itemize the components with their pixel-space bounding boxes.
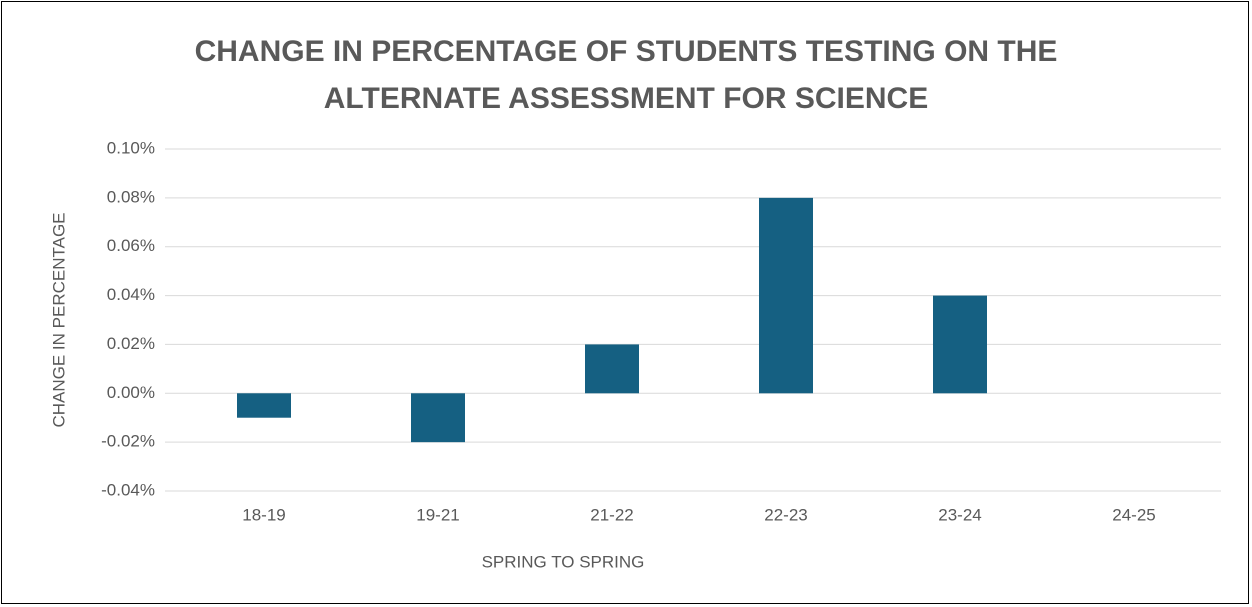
x-tick-label: 24-25	[1112, 505, 1155, 524]
y-tick-label: -0.02%	[101, 432, 155, 451]
bar	[933, 295, 987, 394]
y-axis-title: CHANGE IN PERCENTAGE	[49, 212, 68, 427]
y-tick-label: 0.04%	[107, 285, 155, 304]
x-axis-title: SPRING TO SPRING	[482, 552, 645, 571]
y-tick-label: 0.02%	[107, 334, 155, 353]
chart-title: CHANGE IN PERCENTAGE OF STUDENTS TESTING…	[194, 35, 1058, 115]
x-tick-label: 18-19	[242, 505, 285, 524]
bar	[585, 344, 639, 394]
x-tick-label: 23-24	[938, 505, 981, 524]
bar	[237, 393, 291, 418]
y-tick-label: -0.04%	[101, 480, 155, 499]
bar	[411, 393, 465, 443]
x-tick-label: 19-21	[416, 505, 459, 524]
y-tick-label: 0.00%	[107, 383, 155, 402]
x-tick-label: 21-22	[590, 505, 633, 524]
y-tick-label: 0.06%	[107, 236, 155, 255]
y-tick-label: 0.10%	[107, 138, 155, 157]
x-tick-label: 22-23	[764, 505, 807, 524]
bar	[759, 197, 813, 394]
y-tick-label: 0.08%	[107, 187, 155, 206]
